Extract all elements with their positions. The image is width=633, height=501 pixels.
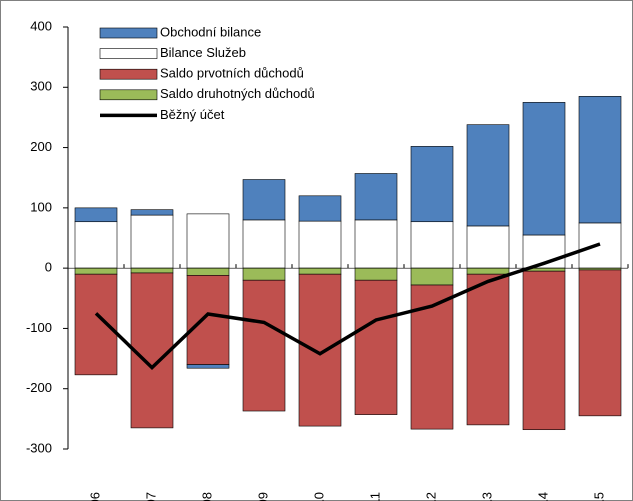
bar [242, 279, 286, 412]
y-tick-label: 400 [30, 18, 52, 33]
bar [186, 275, 230, 365]
x-tick-label: 2007 [143, 492, 158, 501]
bar [242, 219, 286, 269]
bar [522, 270, 566, 431]
legend-label: Bilance Služeb [160, 45, 246, 60]
x-tick-label: 2010 [311, 492, 326, 501]
bar [354, 279, 398, 415]
bar [298, 267, 342, 275]
bar [74, 273, 118, 376]
legend-swatch [99, 68, 158, 80]
bar [466, 225, 510, 269]
y-tick-label: 200 [30, 139, 52, 154]
x-tick-label: 2006 [87, 492, 102, 501]
bar [410, 146, 454, 223]
bar [186, 213, 230, 269]
bar [466, 267, 510, 275]
legend-label: Obchodní bilance [160, 24, 261, 39]
bar [354, 173, 398, 221]
x-tick-label: 2012 [423, 492, 438, 501]
bar [74, 267, 118, 275]
x-tick-label: 2014 [535, 492, 550, 501]
bar [242, 267, 286, 281]
line [94, 242, 601, 371]
bar [186, 267, 230, 276]
bar [410, 221, 454, 269]
bar [466, 273, 510, 426]
bar [354, 267, 398, 281]
y-tick-label: -300 [26, 440, 52, 455]
legend-label: Saldo druhotných důchodů [160, 86, 315, 101]
x-tick-label: 2015 [591, 492, 606, 501]
bar [466, 124, 510, 227]
bar [74, 221, 118, 269]
bar [354, 219, 398, 269]
y-tick-label: 300 [30, 79, 52, 94]
bar [578, 96, 622, 224]
bar [74, 207, 118, 223]
bar [298, 195, 342, 222]
bar [522, 102, 566, 236]
bar [410, 267, 454, 286]
legend-swatch [99, 27, 158, 39]
x-tick-label: 2008 [199, 492, 214, 501]
x-tick-label: 2013 [479, 492, 494, 501]
bar [130, 267, 174, 274]
bar [242, 179, 286, 221]
bar [130, 272, 174, 429]
legend-swatch [99, 89, 158, 101]
x-tick-label: 2009 [255, 492, 270, 501]
y-tick-label: -100 [26, 320, 52, 335]
y-tick-label: -200 [26, 380, 52, 395]
y-tick-label: 0 [45, 260, 52, 275]
legend-label: Saldo prvotních důchodů [160, 66, 304, 81]
legend-label: Běžný účet [160, 107, 225, 122]
bar [298, 220, 342, 269]
x-tick-label: 2011 [367, 492, 382, 501]
bar [298, 273, 342, 427]
y-tick-label: 100 [30, 199, 52, 214]
bar [578, 269, 622, 417]
bar [130, 209, 174, 216]
bar [130, 214, 174, 269]
legend-swatch [99, 48, 158, 59]
bar [186, 364, 230, 369]
